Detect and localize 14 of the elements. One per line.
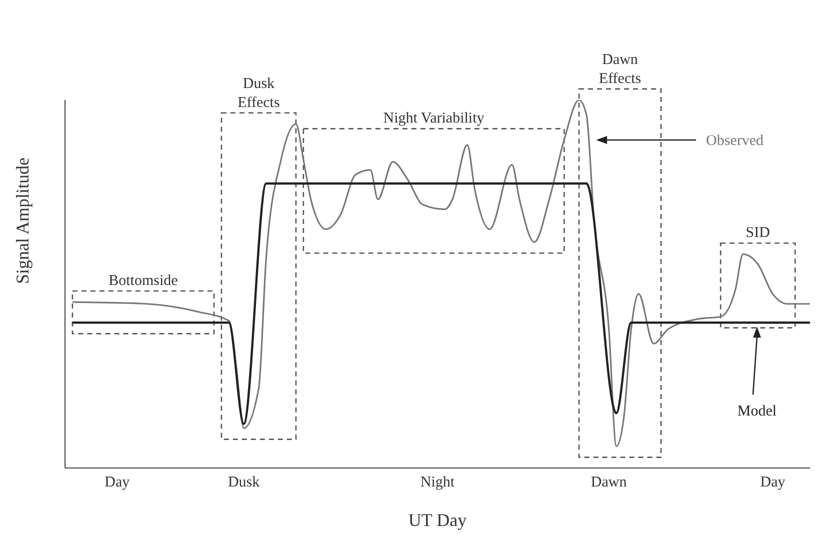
x-tick-label: Day — [104, 474, 130, 491]
x-tick-label: Dawn — [590, 474, 628, 491]
annotation: Dusk Effects — [238, 76, 280, 111]
annotation: SID — [746, 225, 770, 242]
y-axis-title: Signal Amplitude — [12, 157, 32, 284]
text: Observed — [706, 133, 764, 149]
text: Model — [737, 404, 777, 420]
annotation: Bottomside — [108, 272, 178, 289]
annotation: Night Variability — [383, 110, 485, 127]
text: Dawn Effects — [598, 52, 642, 87]
x-axis-title: UT Day — [408, 510, 467, 530]
x-tick-label: Day — [760, 474, 786, 491]
x-tick-label: Night — [420, 474, 456, 491]
x-tick-label: Dusk — [228, 474, 260, 491]
